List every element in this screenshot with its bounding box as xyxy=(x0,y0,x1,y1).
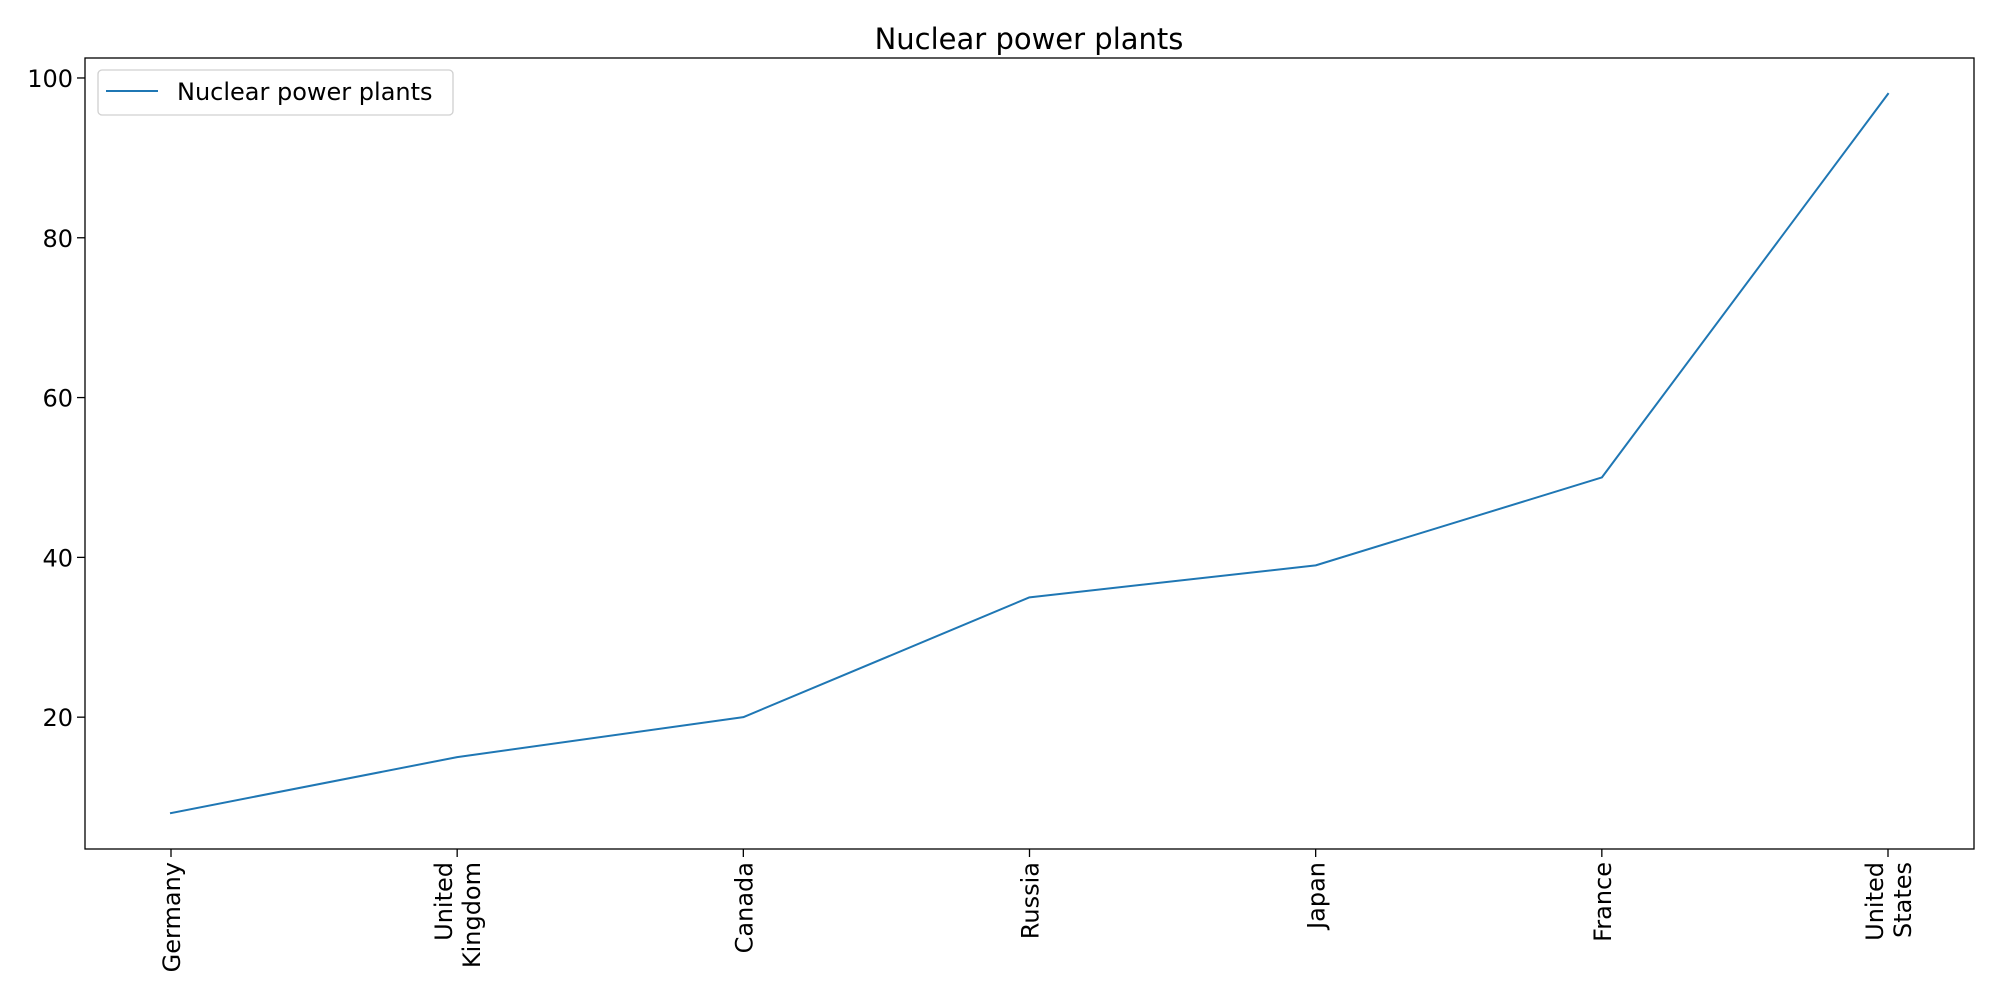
chart-title: Nuclear power plants xyxy=(875,22,1184,56)
x-axis: Germany United Kingdom Canada Russia Japan Fra… xyxy=(158,849,1917,972)
x-tick-label-united-kingdom-line-1: United xyxy=(430,862,458,941)
x-tick-label-japan: Japan xyxy=(1303,862,1331,931)
x-tick-label-germany: Germany xyxy=(158,862,186,972)
x-tick-label-united-states-line-1: United xyxy=(1861,862,1889,941)
plot-frame xyxy=(84,57,1975,850)
y-tick-label-40: 40 xyxy=(42,544,73,572)
x-tick-label-united-kingdom-line-2: Kingdom xyxy=(458,862,486,968)
x-tick-label-france: France xyxy=(1589,862,1617,942)
x-tick-label-russia: Russia xyxy=(1017,862,1045,939)
y-tick-label-100: 100 xyxy=(27,65,73,93)
x-tick-label-canada: Canada xyxy=(730,862,758,953)
legend-label-nuclear-power-plants: Nuclear power plants xyxy=(177,78,433,106)
plot-lines xyxy=(169,92,1890,815)
x-tick-label-united-states-line-2: States xyxy=(1889,862,1917,938)
y-tick-label-60: 60 xyxy=(42,385,73,413)
y-tick-label-20: 20 xyxy=(42,704,73,732)
legend-box xyxy=(97,69,454,116)
y-axis: 20 40 60 80 100 xyxy=(27,65,85,732)
y-tick-label-80: 80 xyxy=(42,225,73,253)
legend: Nuclear power plants xyxy=(97,69,454,116)
